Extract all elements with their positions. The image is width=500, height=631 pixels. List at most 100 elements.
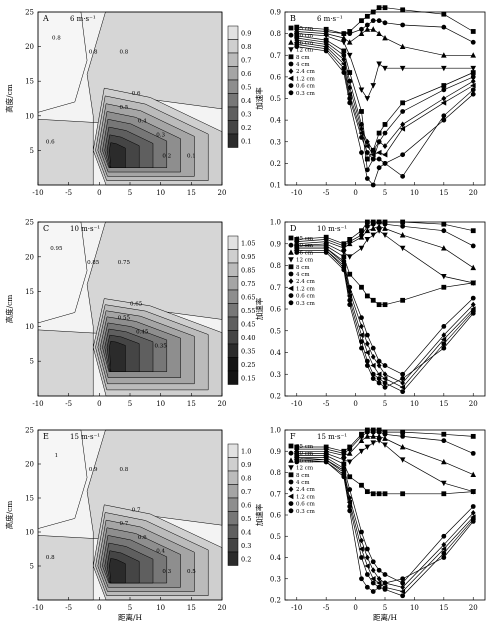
data-point xyxy=(347,70,353,75)
data-point xyxy=(364,150,370,155)
data-point xyxy=(441,65,447,72)
data-point xyxy=(370,491,376,497)
data-point xyxy=(382,143,388,149)
x-tick-label: -10 xyxy=(291,604,302,612)
legend-marker xyxy=(288,25,294,31)
colorbar-tick-label: 0.6 xyxy=(241,70,251,78)
data-point xyxy=(376,165,382,171)
x-tick-label: 15 xyxy=(187,189,196,197)
x-tick-label: 15 xyxy=(187,400,196,408)
data-point xyxy=(358,30,365,37)
data-point xyxy=(441,458,447,465)
data-point xyxy=(382,65,388,72)
data-point xyxy=(364,489,370,495)
contour-level-label: 0.4 xyxy=(138,119,147,125)
legend-label: 20 cm xyxy=(296,451,314,457)
y-tick-label: 0.3 xyxy=(270,575,281,583)
data-point xyxy=(364,167,370,173)
data-point xyxy=(382,5,388,11)
legend-marker xyxy=(288,90,294,96)
panel-letter: E xyxy=(43,432,49,441)
y-tick-label: 20 xyxy=(25,43,34,51)
legend-marker xyxy=(288,508,294,514)
x-tick-label: 20 xyxy=(469,400,478,408)
data-point xyxy=(376,567,382,573)
data-point xyxy=(346,91,353,97)
y-tick-label: 5 xyxy=(30,358,34,366)
data-point xyxy=(370,429,376,435)
series-line xyxy=(296,457,474,588)
legend-label: 25 cm xyxy=(296,236,314,242)
data-point xyxy=(441,550,447,556)
colorbar-tick-label: 0.8 xyxy=(241,474,251,482)
data-point xyxy=(400,389,406,395)
x-tick-label: 0 xyxy=(97,189,101,197)
legend-marker xyxy=(288,235,294,241)
series-0-6cmcm xyxy=(294,457,476,599)
legend-marker xyxy=(288,450,294,456)
y-tick-label: 0.8 xyxy=(270,30,281,38)
data-point xyxy=(400,109,406,114)
colorbar-swatch xyxy=(227,551,239,566)
colorbar-swatch xyxy=(227,66,239,81)
legend-label: 0.6 cm xyxy=(296,84,316,90)
y-axis-label: 加速率 xyxy=(254,503,264,526)
x-tick-label: 5 xyxy=(383,189,387,197)
data-point xyxy=(376,61,382,67)
colorbar-swatch xyxy=(227,443,239,458)
data-point xyxy=(382,232,388,239)
colorbar-tick-label: 0.2 xyxy=(241,555,251,563)
data-point xyxy=(470,264,477,271)
data-point xyxy=(376,362,382,369)
data-point xyxy=(400,584,406,591)
y-axis-label: 高度/cm xyxy=(4,295,14,324)
series-0-6cmcm xyxy=(294,42,476,179)
data-point xyxy=(364,293,370,299)
x-tick-label: 0 xyxy=(353,400,357,408)
data-point xyxy=(359,529,364,535)
x-tick-label: 0 xyxy=(353,189,357,197)
y-tick-label: 0.2 xyxy=(270,160,281,168)
colorbar-tick-label: 0.95 xyxy=(241,253,255,261)
y-tick-label: 0.2 xyxy=(270,393,281,401)
contour-level-label: 0.35 xyxy=(155,343,168,349)
data-point xyxy=(400,580,406,586)
data-point xyxy=(359,109,364,114)
data-point xyxy=(323,33,329,39)
series-line xyxy=(296,39,474,152)
data-point xyxy=(440,336,447,343)
data-point xyxy=(347,271,353,277)
data-point xyxy=(370,567,376,574)
x-tick-label: 10 xyxy=(410,604,419,612)
data-point xyxy=(370,440,377,446)
data-point xyxy=(400,7,406,13)
data-point xyxy=(440,546,447,552)
data-point xyxy=(400,576,406,582)
legend-marker xyxy=(288,61,294,67)
data-point xyxy=(370,376,376,381)
panel-speed-label: 15 m·s⁻¹ xyxy=(70,433,100,441)
y-tick-label: 0.8 xyxy=(270,469,281,477)
colorbar-swatch xyxy=(227,133,239,148)
legend-label: 25 cm xyxy=(296,444,314,450)
data-point xyxy=(341,461,347,467)
legend-label: 8 cm xyxy=(296,473,310,479)
data-point xyxy=(376,30,382,37)
data-point xyxy=(376,130,382,136)
data-point xyxy=(346,39,353,45)
colorbar-swatch xyxy=(227,484,239,499)
data-point xyxy=(347,508,353,514)
data-point xyxy=(382,384,388,390)
y-tick-label: 0.3 xyxy=(270,138,281,146)
series-line xyxy=(296,221,474,247)
x-tick-label: 10 xyxy=(156,400,165,408)
colorbar-tick-label: 0.65 xyxy=(241,293,255,301)
y-tick-label: 0.3 xyxy=(270,371,281,379)
data-point xyxy=(370,182,376,188)
data-point xyxy=(341,250,347,256)
x-tick-label: -10 xyxy=(32,189,43,197)
data-point xyxy=(400,100,406,106)
data-point xyxy=(359,433,364,439)
data-point xyxy=(364,13,370,19)
